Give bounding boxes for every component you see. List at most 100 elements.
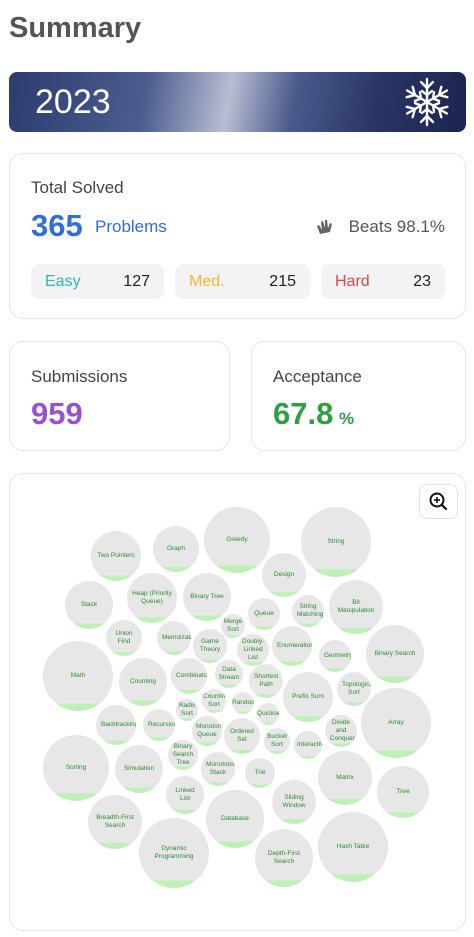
zoom-button[interactable] [419, 484, 458, 519]
topic-label: Heap (Priority Queue) [132, 590, 172, 605]
topic-label: Dynamic Programming [154, 845, 194, 860]
topic-label: Data Stream [218, 666, 240, 681]
topic-bubble[interactable]: Sliding Window [272, 780, 316, 824]
topic-bubble[interactable]: Dynamic Programming [139, 818, 209, 888]
topic-bubble[interactable]: Database [206, 790, 264, 848]
topic-bubble[interactable]: Depth-First Search [255, 829, 313, 887]
topic-label: Math [70, 672, 86, 679]
topic-bubble[interactable]: Array [361, 688, 431, 758]
topic-bubble[interactable]: Randomized [232, 692, 254, 714]
topic-bubble[interactable]: Design [262, 553, 306, 597]
topic-label: Array [388, 719, 404, 726]
topic-label: Game Theory [199, 638, 221, 653]
topic-bubble[interactable]: Tree [377, 766, 429, 818]
topic-bubble[interactable]: Enumeration [272, 626, 312, 666]
topic-label: Enumeration [277, 642, 312, 649]
topic-label: Two Pointers [97, 552, 135, 559]
level-count: 215 [269, 273, 296, 290]
topic-label: Quickselect [257, 710, 279, 717]
topic-bubble[interactable]: Prefix Sum [283, 672, 333, 722]
topic-bubble[interactable]: Hash Table [318, 812, 388, 882]
topic-bubble[interactable]: Geometry [319, 640, 351, 672]
topic-bubble[interactable]: Bucket Sort [264, 728, 290, 754]
topic-label: Linked List [175, 787, 195, 802]
topic-bubble[interactable]: String [301, 507, 371, 577]
page-title: Summary [9, 12, 142, 44]
topic-bubble[interactable]: Sorting [43, 735, 109, 801]
topic-bubble[interactable]: Matrix [318, 751, 372, 805]
topic-label: Binary Tree [190, 593, 224, 600]
topic-label: Backtracking [101, 721, 136, 728]
topic-label: String [327, 538, 345, 545]
topic-bubble[interactable]: Doubly-Linked List [237, 634, 269, 666]
medium-pill: Med. 215 [175, 264, 310, 299]
level-count: 127 [123, 273, 150, 290]
topic-bubble[interactable]: Combinatorics [171, 658, 207, 694]
topic-bubble[interactable]: Shortest Path [249, 664, 283, 698]
solved-count: 365 [31, 208, 83, 243]
topic-bubble[interactable]: Data Stream [215, 660, 243, 688]
hard-pill: Hard 23 [321, 264, 445, 299]
topic-bubble[interactable]: Union Find [106, 620, 142, 656]
topic-bubble[interactable]: Queue [248, 598, 280, 630]
topic-label: Bucket Sort [267, 733, 287, 748]
solved-label: Total Solved [31, 178, 124, 197]
year-banner: 2023 [9, 72, 466, 132]
topic-bubble[interactable]: Linked List [166, 776, 204, 814]
topic-label: Sorting [65, 764, 87, 771]
level-name: Med. [189, 273, 225, 290]
clap-icon [317, 220, 332, 234]
topic-bubble[interactable]: Backtracking [96, 705, 136, 745]
topic-label: Ordered Set [230, 728, 254, 743]
topic-bubble[interactable]: Interactive [294, 731, 322, 759]
topic-label: Database [221, 815, 249, 822]
topic-bubble[interactable]: String Matching [292, 595, 324, 627]
topic-bubble[interactable]: Counting [119, 658, 167, 706]
topic-bubble[interactable]: Math [43, 641, 113, 711]
topic-bubble[interactable]: Ordered Set [224, 718, 260, 754]
topic-label: Graph [166, 545, 186, 552]
topic-bubble[interactable]: Topological Sort [337, 672, 371, 706]
topic-label: Union Find [115, 630, 133, 645]
topic-bubble[interactable]: Binary Search [366, 625, 424, 683]
topic-bubble[interactable]: Game Theory [193, 629, 227, 663]
topic-bubble[interactable]: Binary Tree [183, 573, 231, 621]
topic-label: Sliding Window [282, 794, 306, 809]
topic-bubble[interactable]: Greedy [204, 507, 270, 573]
topic-label: Counting [129, 678, 157, 685]
topic-bubble[interactable]: Monotonic Queue [192, 716, 222, 746]
topic-bubble[interactable]: Divide and Conquer [325, 715, 357, 747]
topic-bubble[interactable]: Simulation [115, 745, 163, 793]
topic-label: Doubly-Linked List [242, 638, 265, 661]
topic-bubble[interactable]: Radix Sort [176, 699, 198, 721]
topic-label: Stack [80, 601, 98, 608]
topic-bubble[interactable]: Merge Sort [221, 614, 245, 638]
topic-label: Depth-First Search [267, 850, 301, 865]
submissions-card: Submissions 959 [9, 341, 230, 451]
topic-bubble[interactable]: Breadth-First Search [88, 795, 142, 849]
topic-bubble[interactable]: Quickselect [257, 703, 279, 725]
topic-label: Divide and Conquer [330, 719, 355, 742]
year: 2023 [35, 83, 111, 121]
topic-bubble[interactable]: Heap (Priority Queue) [127, 573, 177, 623]
topic-label: Monotonic Stack [206, 761, 235, 776]
topic-bubble[interactable]: Trie [245, 758, 275, 788]
topic-label: Hash Table [336, 843, 370, 850]
topic-bubble[interactable]: Stack [65, 581, 113, 629]
topic-bubble[interactable]: Counting Sort [202, 689, 226, 713]
topic-bubble[interactable]: Recursion [143, 709, 175, 741]
topic-bubble[interactable]: Two Pointers [91, 531, 141, 581]
topic-label: Radix Sort [178, 702, 196, 717]
topic-bubble[interactable]: Binary Search Tree [168, 740, 198, 770]
topic-bubble[interactable]: Memoization [157, 621, 191, 655]
topic-bubble[interactable]: Bit Manipulation [329, 580, 383, 634]
acceptance-value: 67.8 [273, 396, 334, 431]
topic-label: Binary Search Tree [172, 743, 194, 766]
topic-label: Shortest Path [254, 673, 279, 688]
level-name: Easy [45, 273, 81, 290]
topic-bubble[interactable]: Monotonic Stack [201, 752, 235, 786]
topic-bubble[interactable]: Graph [153, 526, 199, 572]
topic-label: String Matching [297, 603, 324, 618]
topic-label: Greedy [226, 536, 248, 543]
